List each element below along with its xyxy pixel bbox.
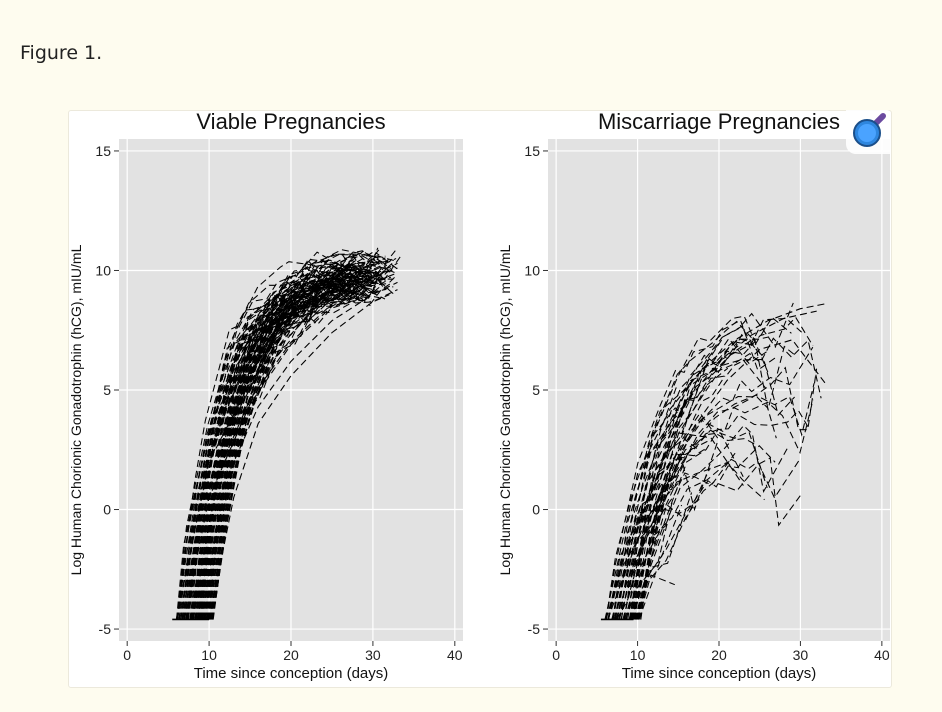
series-line (199, 271, 384, 620)
x-tick-label: 10 (630, 647, 646, 663)
series-line (208, 278, 379, 620)
series-line (191, 290, 359, 620)
x-axis-label: Time since conception (days) (622, 665, 817, 682)
series-line (203, 247, 379, 620)
series-line (211, 266, 356, 620)
series-line (636, 346, 814, 620)
series-line (635, 445, 776, 620)
series-line (185, 254, 355, 620)
series-line (208, 256, 354, 620)
series-line (192, 281, 379, 620)
x-tick-label: 30 (365, 647, 381, 663)
series-line (176, 267, 381, 620)
series-line (612, 337, 796, 620)
series-line (632, 523, 668, 620)
series-line (620, 385, 700, 620)
series-line (625, 461, 765, 620)
x-tick-label: 40 (874, 647, 890, 663)
series-line (640, 302, 794, 620)
series-line (209, 282, 377, 620)
series-line (209, 280, 387, 620)
series-line (627, 384, 678, 620)
chart-title: Miscarriage Pregnancies (598, 111, 840, 134)
series-line (607, 429, 758, 620)
series-line (212, 296, 347, 620)
series-line (605, 447, 708, 620)
chart-panel-1: 0 10 20 30 40 -5 0 5 10 15 Viable Pregnancies Time … (69, 111, 463, 682)
series-line (185, 275, 394, 620)
series-line (638, 366, 818, 620)
x-tick-label: 30 (793, 647, 809, 663)
series-line (605, 319, 776, 620)
series-line (199, 267, 375, 620)
y-tick-label: -5 (528, 621, 541, 637)
series-line (633, 375, 726, 620)
series-line (208, 289, 398, 620)
x-tick-label: 20 (711, 647, 727, 663)
series-line (202, 271, 364, 620)
y-tick-label: 0 (532, 502, 540, 518)
x-tick-label: 10 (201, 647, 217, 663)
series-line (628, 329, 757, 620)
series-line (632, 316, 792, 620)
figure-image[interactable]: 0 10 20 30 40 -5 0 5 10 15 Viable Pregnancies Time … (68, 110, 892, 688)
y-tick-label: 5 (103, 382, 111, 398)
series-line (205, 275, 390, 620)
series-line (206, 268, 382, 620)
series-line (634, 463, 687, 620)
series-line (176, 247, 382, 620)
series-line (615, 440, 709, 620)
series-line (191, 250, 396, 620)
y-tick-label: 15 (95, 143, 111, 159)
series-line (186, 249, 386, 620)
series-line (630, 467, 711, 620)
zoom-button[interactable] (846, 110, 890, 154)
series-line (608, 338, 764, 620)
series-line (208, 284, 353, 620)
series-line (197, 277, 382, 620)
series-line (176, 263, 362, 620)
series-line (183, 276, 392, 620)
series-line (195, 286, 356, 620)
series-line (607, 472, 680, 620)
series-line (200, 278, 363, 620)
series-line (181, 261, 379, 620)
series-line (629, 324, 745, 620)
chart-title: Viable Pregnancies (196, 111, 385, 134)
series-line (614, 358, 767, 620)
y-tick-label: 10 (524, 262, 540, 278)
series-line (635, 457, 801, 620)
series-line (616, 498, 700, 620)
x-tick-label: 20 (283, 647, 299, 663)
x-axis-label: Time since conception (days) (194, 665, 389, 682)
series-line (203, 264, 372, 620)
series-line (201, 281, 394, 620)
figure-caption: Figure 1. (20, 42, 103, 64)
series-line (617, 315, 769, 620)
y-axis-label: Log Human Chorionic Gonadotrophin (hCG),… (497, 244, 513, 575)
y-tick-label: 10 (95, 262, 111, 278)
chart-canvas: 0 10 20 30 40 -5 0 5 10 15 Viable Pregnancies Time … (69, 111, 890, 682)
y-tick-label: 15 (524, 143, 540, 159)
y-tick-label: 5 (532, 382, 540, 398)
series-line (199, 285, 359, 620)
magnifier-icon (853, 113, 886, 147)
x-tick-label: 0 (123, 647, 131, 663)
series-line (638, 504, 683, 620)
series-line (615, 466, 666, 620)
x-tick-label: 0 (552, 647, 560, 663)
y-tick-label: 0 (103, 502, 111, 518)
series-line (630, 496, 661, 620)
y-tick-label: -5 (99, 621, 112, 637)
series-line (197, 262, 351, 620)
series-line (625, 458, 800, 620)
y-axis-label: Log Human Chorionic Gonadotrophin (hCG),… (69, 244, 84, 575)
series-line (195, 269, 386, 620)
series-line (200, 281, 398, 620)
series-line (635, 424, 788, 620)
chart-panel-2: 0 10 20 30 40 -5 0 5 10 15 Miscarriage Pregnancies… (497, 111, 890, 682)
x-tick-label: 40 (447, 647, 463, 663)
series-line (183, 284, 373, 620)
series-line (640, 399, 686, 620)
